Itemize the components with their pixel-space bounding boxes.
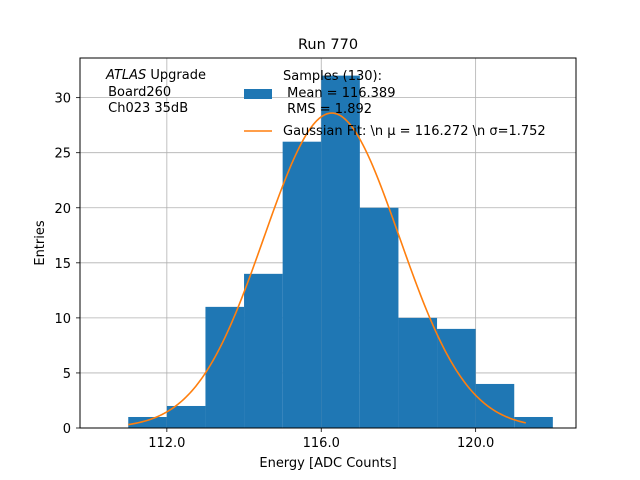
legend-fit-label: Gaussian Fit: \n μ = 116.272 \n σ=1.752 — [283, 124, 546, 139]
plot-frame — [79, 57, 577, 429]
y-tick-label: 15 — [54, 257, 71, 272]
histogram-bar — [128, 416, 167, 428]
legend: Samples (130): Mean = 116.389 RMS = 1.89… — [244, 69, 546, 139]
histogram-bar — [359, 207, 399, 428]
histogram-bar — [205, 306, 245, 428]
svg-text:ATLAS Upgrade: ATLAS Upgrade — [105, 68, 206, 83]
legend-samples-rms: RMS = 1.892 — [283, 102, 372, 117]
legend-samples-mean: Mean = 116.389 — [283, 86, 395, 101]
y-tick-label: 25 — [54, 147, 71, 162]
annotation-upgrade: Upgrade — [146, 68, 206, 83]
histogram-bar — [475, 383, 515, 428]
x-tick-label: 112.0 — [148, 436, 185, 451]
y-axis-ticks: 0 5 10 15 20 25 30 — [54, 92, 80, 437]
annotation-channel: Ch023 35dB — [104, 101, 188, 116]
y-tick-label: 30 — [54, 92, 71, 107]
annotation-atlas: ATLAS — [105, 68, 146, 83]
histogram-bars — [128, 75, 553, 428]
histogram-bar — [282, 141, 322, 428]
y-tick-label: 5 — [63, 367, 71, 382]
x-axis-ticks: 112.0 116.0 120.0 — [148, 428, 494, 451]
fit-curve — [128, 112, 526, 426]
y-tick-label: 0 — [63, 422, 71, 437]
x-tick-label: 116.0 — [303, 436, 340, 451]
y-tick-label: 10 — [54, 312, 71, 327]
legend-samples-line1: Samples (130): — [283, 69, 382, 84]
x-tick-label: 120.0 — [457, 436, 494, 451]
gaussian-fit — [128, 112, 526, 426]
histogram-bar — [514, 416, 553, 428]
histogram-bar — [398, 317, 438, 428]
legend-samples-patch — [244, 89, 272, 99]
histogram-bar — [437, 328, 476, 428]
histogram-bar — [244, 273, 283, 428]
histogram-bar — [321, 75, 360, 428]
chart-title: Run 770 — [298, 37, 358, 53]
atlas-annotation: ATLAS Upgrade Board260 Ch023 35dB — [104, 68, 206, 116]
y-tick-label: 20 — [54, 202, 71, 217]
histogram-bar — [166, 405, 206, 428]
annotation-board: Board260 — [104, 85, 171, 100]
x-axis-label: Energy [ADC Counts] — [259, 456, 396, 471]
y-axis-label: Entries — [33, 220, 48, 266]
